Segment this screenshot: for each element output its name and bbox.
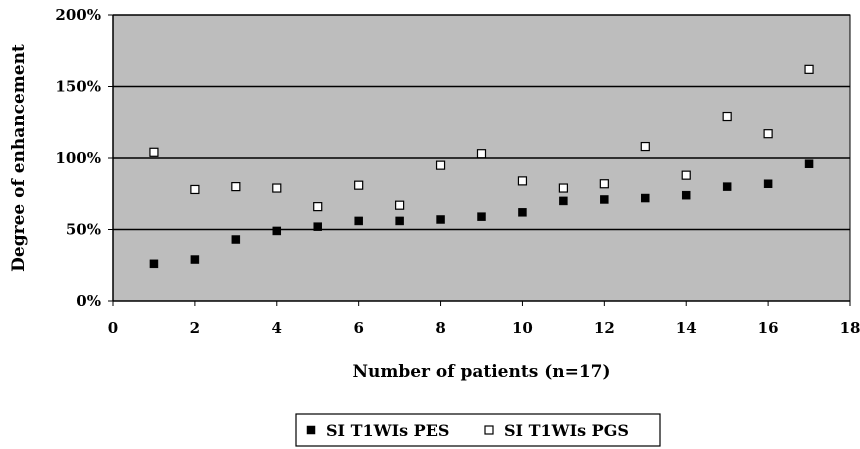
point-pgs xyxy=(313,202,323,212)
point-pes xyxy=(722,182,732,191)
point-pgs xyxy=(476,149,487,159)
point-pes xyxy=(641,193,650,203)
point-pes xyxy=(313,222,322,231)
y-tick-label: 150% xyxy=(55,78,101,96)
point-pgs xyxy=(231,182,241,192)
point-pes xyxy=(149,259,159,269)
x-tick-label: 16 xyxy=(758,319,779,337)
point-pgs xyxy=(149,147,159,157)
x-axis-ticks: 0 2 4 6 8 10 12 14 16 18 xyxy=(108,301,860,337)
legend-marker-pes xyxy=(306,425,316,435)
y-tick-label: 200% xyxy=(55,6,101,24)
point-pes xyxy=(763,179,773,188)
point-pgs xyxy=(722,111,732,122)
point-pgs xyxy=(599,179,609,189)
point-pes xyxy=(559,196,568,206)
y-tick-label: 50% xyxy=(66,221,101,239)
point-pgs xyxy=(517,176,528,186)
y-tick-label: 100% xyxy=(55,149,101,167)
x-tick-label: 10 xyxy=(512,319,533,337)
point-pgs xyxy=(190,184,200,195)
point-pes xyxy=(600,195,609,204)
x-axis-title: Number of patients (n=17) xyxy=(352,362,610,382)
point-pes xyxy=(395,216,404,226)
point-pes xyxy=(436,215,445,224)
point-pgs xyxy=(435,160,446,170)
legend-marker-pgs xyxy=(484,425,494,435)
point-pes xyxy=(681,190,691,200)
x-tick-label: 12 xyxy=(594,319,615,337)
x-tick-label: 0 xyxy=(108,319,118,337)
legend-label-pes: SI T1WIs PES xyxy=(326,421,449,440)
x-tick-label: 4 xyxy=(272,319,282,337)
point-pes xyxy=(231,235,241,244)
point-pgs xyxy=(681,170,691,180)
x-tick-label: 2 xyxy=(190,319,200,337)
point-pes xyxy=(804,159,814,168)
point-pes xyxy=(354,216,363,226)
point-pgs xyxy=(395,200,405,210)
point-pes xyxy=(518,208,527,217)
y-tick-label: 0% xyxy=(76,292,101,310)
y-axis-ticks: 0% 50% 100% 150% 200% xyxy=(55,6,113,310)
point-pgs xyxy=(558,183,568,193)
data-points xyxy=(149,64,814,269)
point-pgs xyxy=(804,64,814,74)
legend: SI T1WIs PES SI T1WIs PGS xyxy=(295,413,661,447)
legend-box xyxy=(295,413,661,447)
x-tick-label: 8 xyxy=(435,319,445,337)
x-tick-label: 14 xyxy=(676,319,697,337)
point-pes xyxy=(190,255,200,264)
point-pes xyxy=(272,226,282,236)
point-pgs xyxy=(763,129,773,139)
point-pgs xyxy=(640,141,650,152)
point-pes xyxy=(477,212,486,221)
point-pgs xyxy=(354,180,364,190)
point-pgs xyxy=(272,183,282,193)
y-axis-title: Degree of enhancement xyxy=(9,44,29,272)
x-tick-label: 18 xyxy=(840,319,860,337)
x-tick-label: 6 xyxy=(353,319,363,337)
legend-label-pgs: SI T1WIs PGS xyxy=(504,421,629,440)
